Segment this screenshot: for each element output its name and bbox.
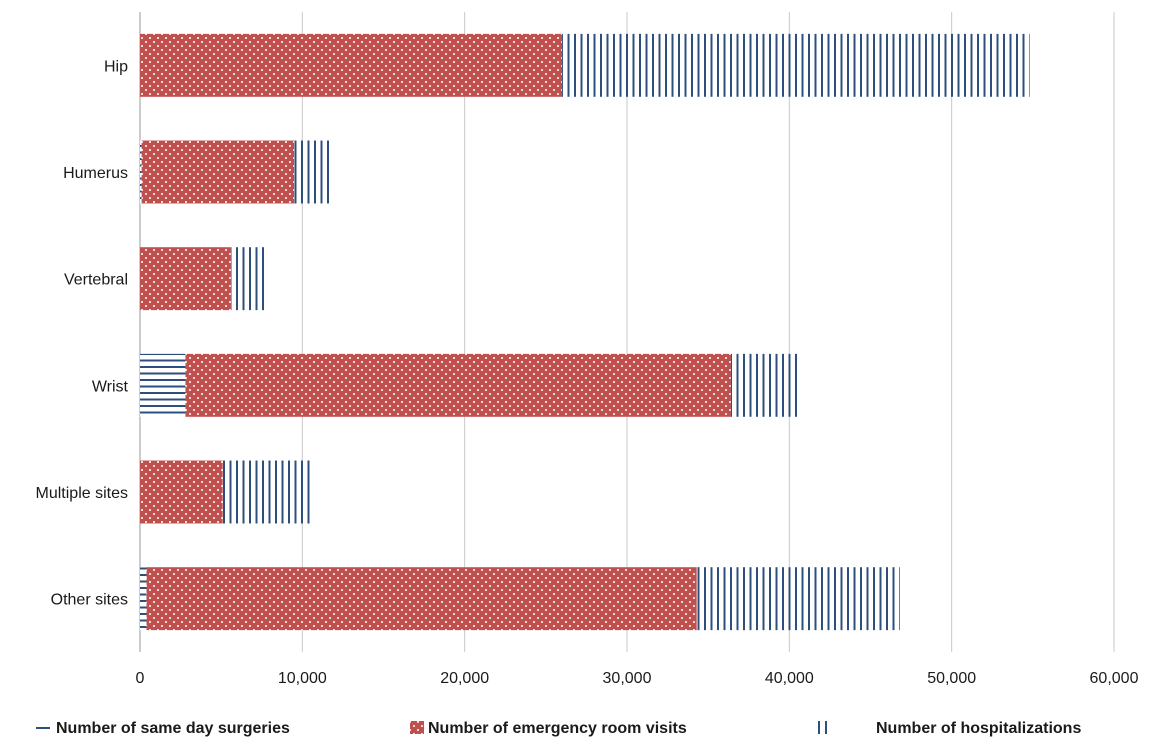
bar-other-sites-number-of-same-day-surgeries	[140, 567, 147, 631]
x-tick-label-40000: 40,000	[765, 670, 814, 687]
x-tick-label-10000: 10,000	[278, 670, 327, 687]
bar-humerus-number-of-hospitalizations	[294, 140, 330, 204]
bar-humerus-number-of-same-day-surgeries	[140, 140, 142, 204]
legend-label-number-of-emergency-room-visits: Number of emergency room visits	[428, 720, 687, 737]
bar-vertebral-number-of-emergency-room-visits	[140, 247, 231, 311]
x-tick-label-50000: 50,000	[927, 670, 976, 687]
x-tick-label-60000: 60,000	[1090, 670, 1139, 687]
category-label-vertebral: Vertebral	[64, 272, 128, 289]
bar-wrist-number-of-hospitalizations	[730, 353, 801, 417]
category-label-hip: Hip	[104, 58, 128, 75]
x-tick-label-20000: 20,000	[440, 670, 489, 687]
bars	[140, 33, 1030, 631]
x-tick-labels: 0 10,000 20,000 30,000 40,000 50,000 60,000	[136, 670, 1139, 687]
legend: Number of same day surgeries Number of em…	[36, 720, 1081, 737]
category-label-other-sites: Other sites	[51, 592, 128, 609]
x-tick-label-30000: 30,000	[603, 670, 652, 687]
bar-wrist-number-of-same-day-surgeries	[140, 353, 186, 417]
legend-swatch-number-of-emergency-room-visits	[410, 721, 424, 734]
legend-label-number-of-hospitalizations: Number of hospitalizations	[876, 720, 1081, 737]
bar-vertebral-number-of-hospitalizations	[230, 247, 265, 311]
category-label-humerus: Humerus	[63, 165, 128, 182]
bar-humerus-number-of-emergency-room-visits	[141, 140, 295, 204]
bar-multiple-sites-number-of-hospitalizations	[222, 460, 313, 524]
category-label-multiple-sites: Multiple sites	[36, 485, 128, 502]
category-label-wrist: Wrist	[92, 378, 129, 395]
x-tick-label-0: 0	[136, 670, 145, 687]
legend-swatch-number-of-same-day-surgeries	[36, 727, 50, 729]
bar-other-sites-number-of-emergency-room-visits	[146, 567, 697, 631]
legend-label-number-of-same-day-surgeries: Number of same day surgeries	[56, 720, 290, 737]
bar-multiple-sites-number-of-emergency-room-visits	[140, 460, 223, 524]
category-labels: Hip Humerus Vertebral Wrist Multiple sites Ot…	[36, 58, 129, 608]
bar-other-sites-number-of-hospitalizations	[696, 567, 900, 631]
legend-swatch-number-of-hospitalizations	[818, 721, 827, 734]
bar-hip-number-of-hospitalizations	[562, 33, 1030, 97]
bar-wrist-number-of-emergency-room-visits	[185, 353, 731, 417]
bar-hip-number-of-emergency-room-visits	[140, 33, 563, 97]
gridlines	[139, 12, 1115, 652]
